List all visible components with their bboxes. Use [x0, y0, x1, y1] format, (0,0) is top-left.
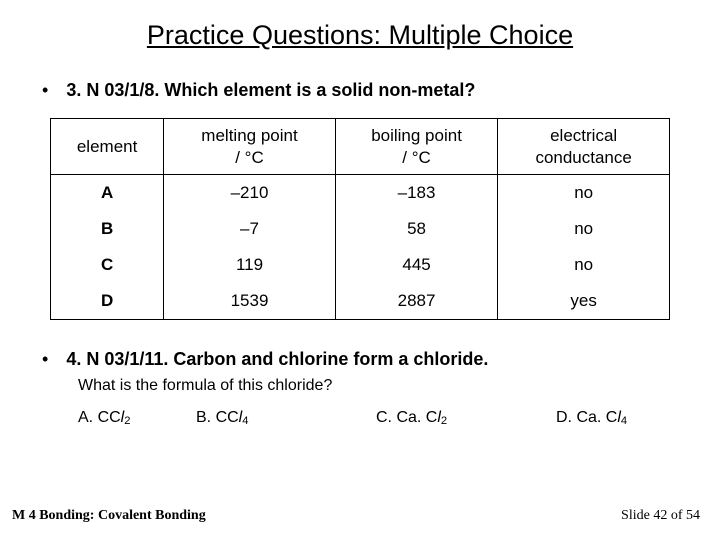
- col-element: element: [51, 119, 164, 175]
- footer-right: Slide 42 of 54: [621, 508, 700, 524]
- table-row: A –210 –183 no: [51, 174, 670, 211]
- cell: no: [498, 211, 670, 247]
- question-4-text: 4. N 03/1/11. Carbon and chlorine form a…: [66, 348, 488, 371]
- option-b: B. CCl4: [196, 409, 376, 427]
- option-a: A. CCl2: [78, 409, 196, 427]
- col-melting: melting point/ °C: [164, 119, 336, 175]
- option-b-sub: 4: [242, 415, 248, 427]
- bullet-icon: •: [42, 79, 48, 102]
- option-d: D. Ca. Cl4: [556, 409, 627, 427]
- cell: C: [51, 247, 164, 283]
- option-d-sub: 4: [621, 415, 627, 427]
- answer-options: A. CCl2 B. CCl4 C. Ca. Cl2 D. Ca. Cl4: [24, 409, 696, 427]
- data-table: element melting point/ °C boiling point/…: [50, 118, 670, 320]
- table-row: C 119 445 no: [51, 247, 670, 283]
- col-boiling: boiling point/ °C: [335, 119, 497, 175]
- option-c: C. Ca. Cl2: [376, 409, 556, 427]
- cell: 1539: [164, 283, 336, 320]
- data-table-wrap: element melting point/ °C boiling point/…: [24, 118, 696, 320]
- option-a-sub: 2: [124, 415, 130, 427]
- cell: 2887: [335, 283, 497, 320]
- bullet-icon: •: [42, 348, 48, 371]
- cell: no: [498, 174, 670, 211]
- footer-left: M 4 Bonding: Covalent Bonding: [12, 508, 206, 524]
- cell: 58: [335, 211, 497, 247]
- table-row: D 1539 2887 yes: [51, 283, 670, 320]
- cell: A: [51, 174, 164, 211]
- cell: –183: [335, 174, 497, 211]
- question-3-text: 3. N 03/1/8. Which element is a solid no…: [66, 79, 475, 102]
- option-d-prefix: D. Ca. C: [556, 409, 617, 427]
- cell: no: [498, 247, 670, 283]
- cell: yes: [498, 283, 670, 320]
- col-conductance: electricalconductance: [498, 119, 670, 175]
- option-c-sub: 2: [441, 415, 447, 427]
- question-4: • 4. N 03/1/11. Carbon and chlorine form…: [24, 348, 696, 371]
- cell: –7: [164, 211, 336, 247]
- cell: 119: [164, 247, 336, 283]
- question-4-sub: What is the formula of this chloride?: [24, 377, 696, 395]
- table-row: B –7 58 no: [51, 211, 670, 247]
- option-a-prefix: A. CC: [78, 409, 121, 427]
- footer: M 4 Bonding: Covalent Bonding Slide 42 o…: [0, 508, 720, 524]
- cell: –210: [164, 174, 336, 211]
- table-header-row: element melting point/ °C boiling point/…: [51, 119, 670, 175]
- cell: D: [51, 283, 164, 320]
- cell: B: [51, 211, 164, 247]
- option-b-prefix: B. CC: [196, 409, 239, 427]
- page-title: Practice Questions: Multiple Choice: [24, 20, 696, 51]
- option-c-prefix: C. Ca. C: [376, 409, 437, 427]
- cell: 445: [335, 247, 497, 283]
- question-3: • 3. N 03/1/8. Which element is a solid …: [24, 79, 696, 102]
